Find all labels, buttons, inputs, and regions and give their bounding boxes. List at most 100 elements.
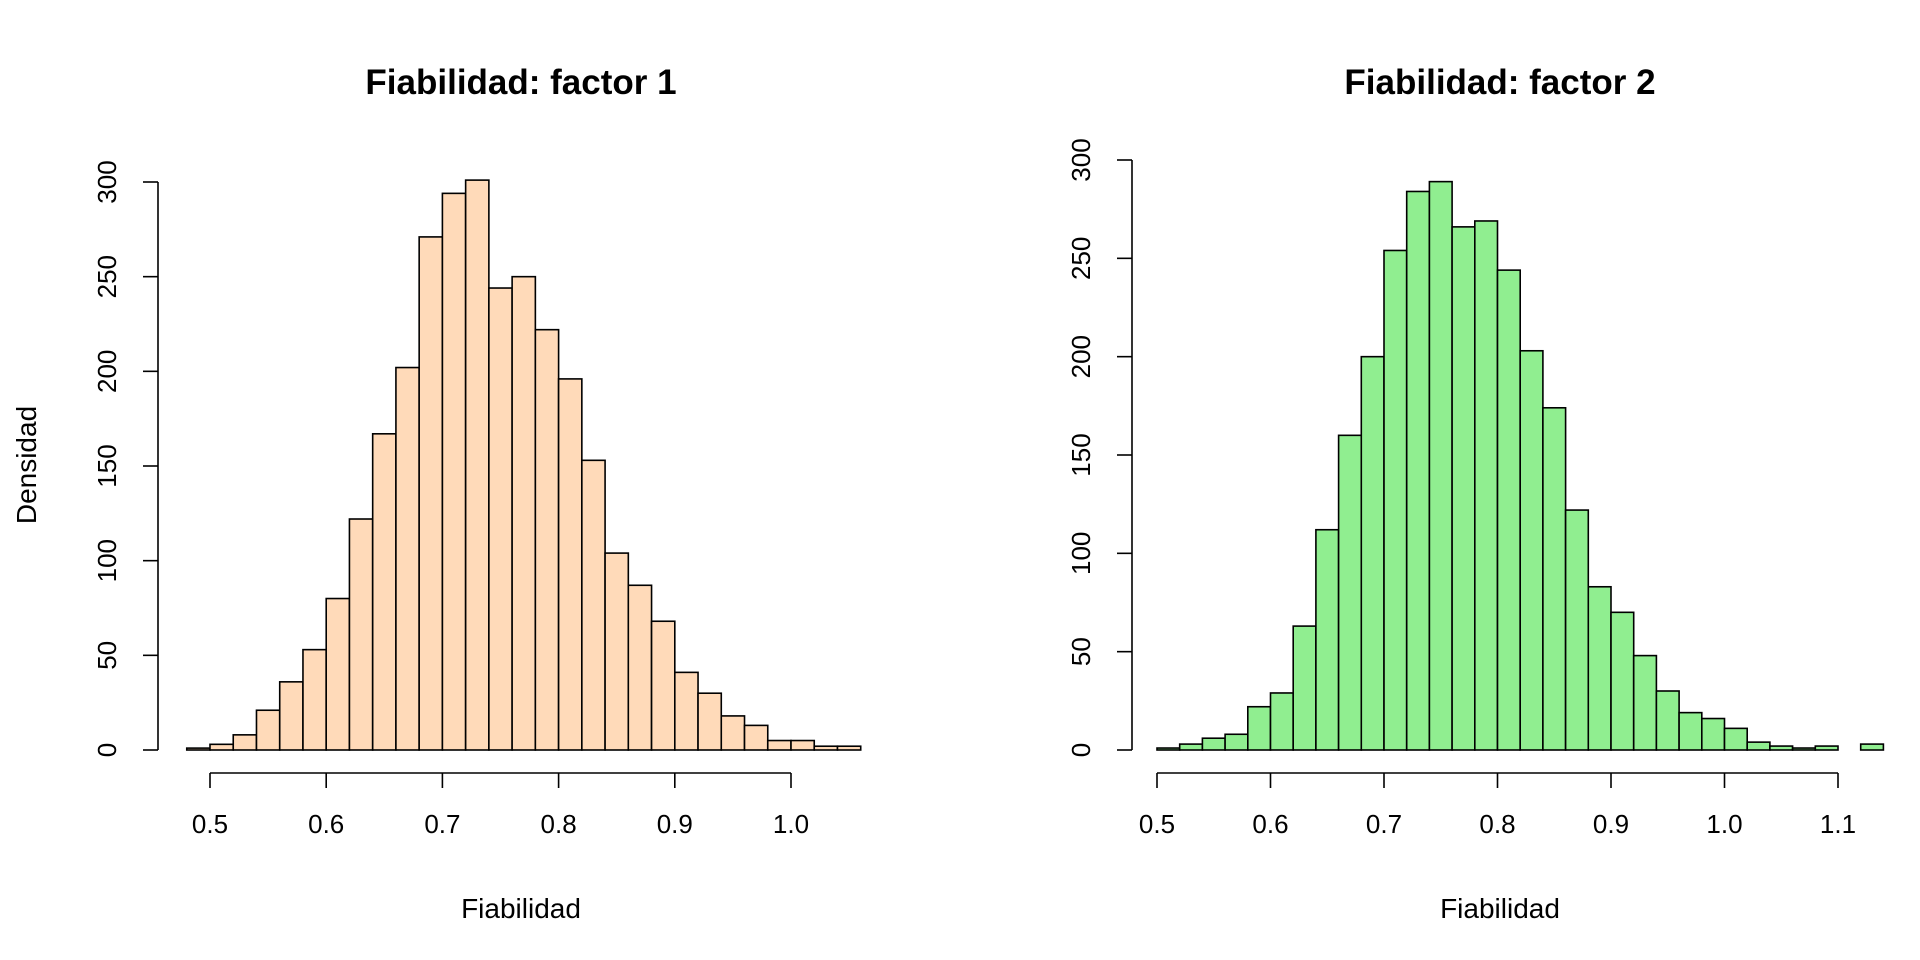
- chart-title: Fiabilidad: factor 1: [365, 63, 676, 102]
- histogram-bar: [418, 236, 444, 751]
- histogram-bar: [255, 709, 281, 751]
- histogram-bar: [1678, 711, 1703, 751]
- histogram-bar: [557, 378, 583, 751]
- histogram-bar: [1542, 406, 1567, 751]
- x-axis: 0.5 0.6 0.7 0.8 0.9 1.0: [192, 772, 809, 839]
- histogram-bar: [1746, 741, 1771, 751]
- histogram-bar: [1360, 355, 1385, 751]
- y-tick-label: 0: [92, 743, 122, 757]
- histogram-bar: [371, 433, 397, 751]
- y-tick-label: 250: [92, 255, 122, 298]
- histogram-bar: [836, 745, 862, 751]
- histogram-bar: [790, 739, 816, 751]
- histogram-bar: [1496, 269, 1522, 751]
- histogram-bar: [302, 648, 327, 751]
- x-tick-label: 0.7: [1366, 809, 1402, 839]
- histogram-bar: [1587, 585, 1612, 751]
- histogram-bar: [488, 287, 513, 751]
- histogram-bar: [1519, 349, 1544, 751]
- histogram-panel-factor-2: Fiabilidad: factor 2 Fiabilidad 0.5 0.6 0.…: [1066, 63, 1885, 924]
- y-tick-label: 150: [1066, 433, 1096, 476]
- histogram-bar: [627, 584, 653, 751]
- histogram-bar: [650, 620, 676, 751]
- histogram-bar: [1405, 190, 1431, 751]
- histogram-bar: [1451, 226, 1476, 751]
- y-tick-label: 100: [1066, 532, 1096, 575]
- y-tick-label: 100: [92, 539, 122, 582]
- x-tick-label: 0.6: [308, 809, 344, 839]
- y-tick-label: 50: [92, 641, 122, 670]
- histogram-bar: [1337, 434, 1363, 751]
- y-tick-label: 300: [92, 160, 122, 203]
- histogram-panel-factor-1: Fiabilidad: factor 1 Fiabilidad Densidad…: [11, 63, 862, 924]
- histogram-bar: [766, 739, 792, 751]
- x-tick-label: 1.0: [773, 809, 809, 839]
- y-tick-label: 50: [1066, 637, 1096, 666]
- x-tick-label: 0.5: [192, 809, 228, 839]
- histogram-bar: [1201, 737, 1226, 751]
- x-tick-label: 0.9: [657, 809, 693, 839]
- histogram-bars: [185, 179, 862, 751]
- histogram-bar: [697, 692, 723, 751]
- histogram-bar: [325, 597, 351, 751]
- histogram-bar: [1769, 745, 1794, 751]
- histogram-bar: [1655, 690, 1680, 751]
- histogram-bar: [1610, 611, 1635, 751]
- y-tick-label: 200: [92, 350, 122, 393]
- histogram-bar: [581, 459, 606, 751]
- histogram-bar: [232, 734, 258, 751]
- y-tick-label: 0: [1066, 743, 1096, 757]
- histogram-bar: [813, 745, 839, 751]
- histogram-bar: [348, 518, 374, 751]
- y-tick-label: 300: [1066, 138, 1096, 181]
- y-axis-label: Densidad: [11, 406, 42, 524]
- histogram-bar: [1474, 220, 1499, 751]
- histogram-bar: [1564, 509, 1590, 751]
- y-tick-label: 150: [92, 444, 122, 487]
- histogram-bar: [395, 366, 420, 751]
- x-tick-label: 0.5: [1139, 809, 1175, 839]
- x-tick-label: 0.8: [541, 809, 577, 839]
- histogram-bar: [1178, 743, 1204, 751]
- histogram-bar: [209, 743, 235, 751]
- x-axis-label: Fiabilidad: [1440, 893, 1560, 924]
- x-tick-label: 1.1: [1820, 809, 1856, 839]
- histogram-bar: [1632, 654, 1658, 751]
- x-tick-label: 0.7: [424, 809, 460, 839]
- histogram-bar: [185, 747, 211, 751]
- histogram-bar: [720, 715, 746, 751]
- histogram-bar: [673, 671, 699, 751]
- histogram-bar: [1383, 249, 1408, 751]
- histogram-bar: [1156, 747, 1181, 751]
- y-tick-label: 250: [1066, 237, 1096, 280]
- histogram-bar: [743, 724, 769, 751]
- histogram-bar: [1723, 727, 1749, 751]
- x-tick-label: 0.8: [1479, 809, 1515, 839]
- x-tick-label: 0.9: [1593, 809, 1629, 839]
- x-axis: 0.5 0.6 0.7 0.8 0.9 1.0 1.1: [1139, 772, 1856, 839]
- histogram-bar: [464, 179, 490, 751]
- x-tick-label: 1.0: [1706, 809, 1742, 839]
- histogram-bar: [1701, 717, 1726, 751]
- histogram-bar: [441, 192, 467, 751]
- y-axis: 0 50 100 150 200 250 300: [1066, 138, 1133, 757]
- x-axis-label: Fiabilidad: [461, 893, 581, 924]
- histogram-bar: [1791, 747, 1817, 751]
- histogram-bar: [1247, 705, 1272, 751]
- histogram-bar: [1859, 743, 1885, 751]
- histogram-bar: [1428, 180, 1453, 751]
- histogram-bar: [278, 681, 304, 751]
- histogram-bar: [1315, 528, 1340, 751]
- histogram-bar: [1814, 745, 1839, 751]
- histogram-bars: [1156, 180, 1885, 751]
- histogram-bar: [604, 552, 630, 751]
- histogram-bar: [1269, 692, 1295, 751]
- y-tick-label: 200: [1066, 335, 1096, 378]
- histogram-bar: [1224, 733, 1249, 751]
- chart-title: Fiabilidad: factor 2: [1344, 63, 1655, 102]
- histogram-bar: [511, 275, 537, 751]
- histogram-bar: [534, 328, 560, 751]
- x-tick-label: 0.6: [1252, 809, 1288, 839]
- histogram-bar: [1292, 625, 1317, 751]
